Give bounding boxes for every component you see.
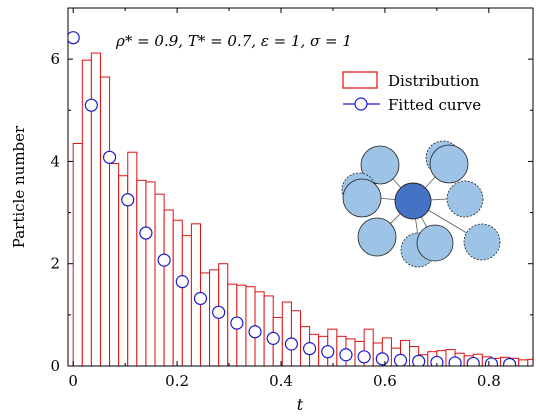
neighbor-particle	[360, 145, 400, 185]
neighbor-particle	[416, 224, 454, 262]
histogram-bar	[518, 359, 529, 366]
legend-marker-fitted	[354, 97, 368, 111]
fitted-curve-marker	[448, 356, 462, 366]
histogram-bar	[163, 209, 174, 366]
y-axis-ticks: 0 2 4 6	[50, 50, 533, 375]
fitted-curve-marker	[157, 253, 171, 267]
fitted-curve-marker	[321, 345, 335, 359]
x-tick-label: 0.2	[165, 372, 189, 390]
histogram-bar	[154, 193, 165, 366]
fitted-curve-marker	[412, 354, 426, 366]
fitted-curve-marker	[393, 353, 408, 366]
histogram-bar	[181, 235, 192, 366]
histogram-bar	[145, 181, 156, 366]
neighbor-particle	[429, 144, 469, 184]
fitted-curve-marker	[484, 357, 499, 366]
y-tick-label: 2	[50, 255, 60, 273]
histogram-bar	[527, 358, 533, 366]
histogram-bar	[72, 143, 83, 366]
histogram-bar	[109, 162, 120, 366]
neighbor-particle	[446, 180, 484, 218]
histogram-bar	[263, 295, 274, 366]
y-axis-label: Particle number	[10, 125, 28, 248]
x-axis-ticks: 0 0.2 0.4 0.6 0.8	[68, 8, 501, 390]
x-tick-label: 0	[68, 372, 78, 390]
fitted-curve-marker	[84, 98, 98, 112]
fitted-curve-marker	[230, 316, 244, 330]
fitted-curve-marker	[212, 305, 226, 319]
fitted-curve-marker	[139, 226, 153, 240]
fitted-curve-marker	[266, 331, 280, 345]
fitted-curve-marker	[357, 350, 371, 364]
fitted-curve-marker	[248, 325, 262, 339]
annotation-text: ρ* = 0.9, T* = 0.7, ε = 1, σ = 1	[115, 32, 352, 50]
fitted-curve-marker	[175, 275, 189, 289]
fitted-curve-marker	[68, 31, 80, 45]
fitted-curve-marker	[503, 357, 517, 366]
fitted-curve-marker	[102, 150, 117, 164]
center-particle	[394, 182, 432, 220]
y-tick-label: 4	[50, 152, 60, 170]
histogram-bar	[127, 151, 138, 366]
fitted-curve-markers	[68, 31, 517, 366]
legend-label-distribution: Distribution	[388, 72, 480, 90]
legend-swatch-distribution	[342, 71, 378, 89]
histogram-bar	[99, 76, 111, 366]
legend-label-fitted: Fitted curve	[388, 96, 481, 114]
neighbor-particle	[463, 223, 501, 261]
fitted-curve-marker	[466, 356, 480, 366]
x-tick-label: 0.8	[477, 372, 501, 390]
x-axis-label: t	[297, 395, 304, 414]
x-tick-label: 0.4	[269, 372, 293, 390]
legend: Distribution Fitted curve	[342, 71, 481, 114]
fitted-curve-marker	[284, 337, 299, 351]
fitted-curve-marker	[339, 348, 353, 362]
y-tick-label: 6	[50, 50, 60, 68]
fitted-curve-marker	[193, 291, 208, 306]
histogram-bar	[281, 301, 292, 366]
fitted-curve-marker	[302, 342, 317, 356]
histogram-bar	[136, 179, 147, 366]
histogram-bar	[172, 219, 183, 366]
neighbor-particle	[342, 178, 382, 218]
y-tick-label: 0	[50, 357, 60, 375]
plot-frame	[67, 7, 534, 367]
x-tick-label: 0.6	[373, 372, 397, 390]
neighbor-particle	[357, 217, 397, 257]
fitted-curve-marker	[121, 193, 135, 207]
fitted-curve-marker	[375, 352, 389, 366]
particle-cluster-inset	[341, 140, 501, 268]
histogram-bar	[199, 272, 211, 366]
fitted-curve-marker	[430, 355, 444, 366]
